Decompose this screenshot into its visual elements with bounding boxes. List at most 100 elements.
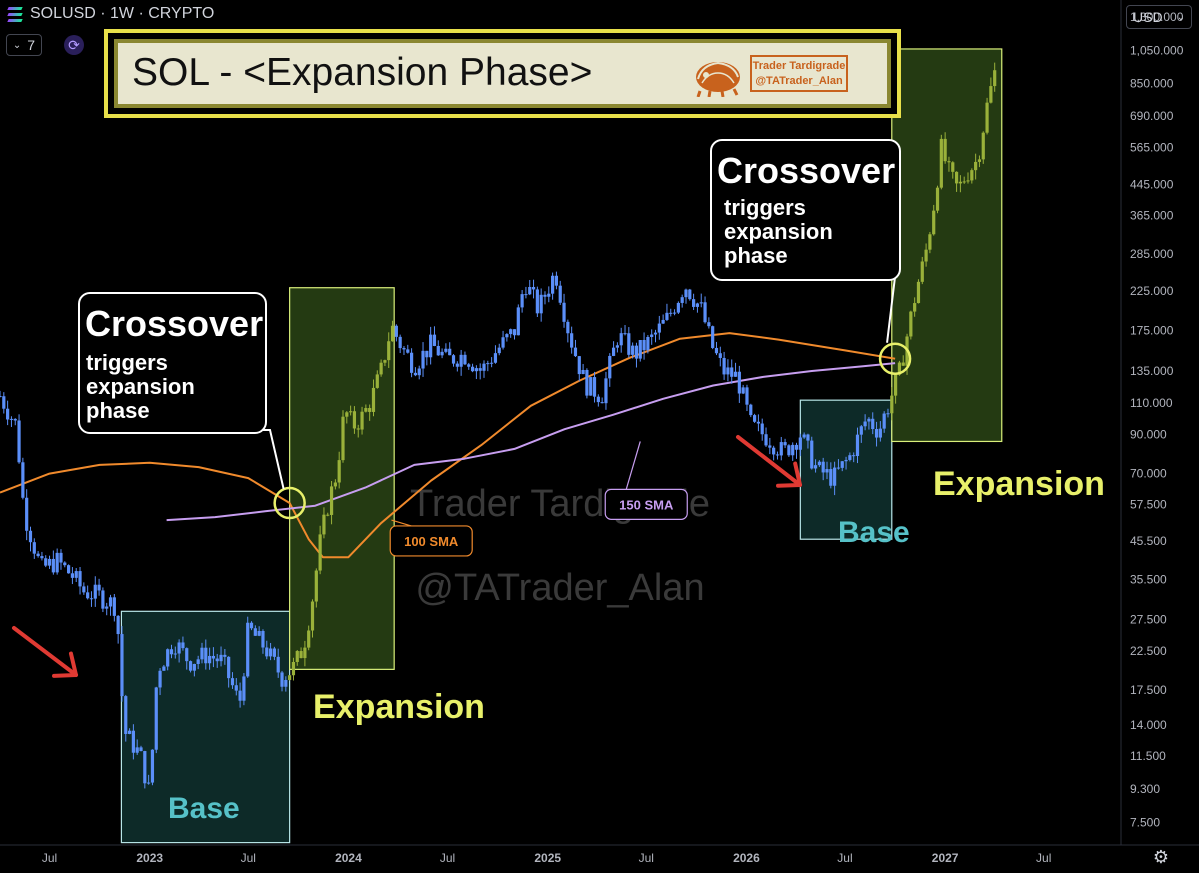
expansion-label-2: Expansion xyxy=(933,465,1105,503)
author-handle: @TATrader_Alan xyxy=(755,75,843,87)
candle-58 xyxy=(219,646,223,667)
candle-201 xyxy=(764,427,768,447)
candle-198 xyxy=(752,413,757,423)
candle-219 xyxy=(833,461,837,496)
candle-222 xyxy=(844,456,848,470)
y-tick-label-14: 57.500 xyxy=(1130,497,1167,511)
candle-51 xyxy=(192,663,196,677)
candle-89 xyxy=(337,451,341,489)
candle-39 xyxy=(147,774,151,785)
candle-68 xyxy=(257,626,261,637)
candle-136 xyxy=(516,304,520,336)
candle-154 xyxy=(585,368,589,399)
candle-229 xyxy=(871,412,875,435)
candle-199 xyxy=(756,414,761,432)
candle-128 xyxy=(486,360,490,372)
candle-170 xyxy=(646,335,650,354)
candle-65 xyxy=(246,616,250,678)
x-tick-label-0: Jul xyxy=(42,851,57,865)
candle-23 xyxy=(86,585,90,600)
sma100-leader xyxy=(391,519,412,527)
candle-220 xyxy=(836,459,841,470)
candle-226 xyxy=(859,425,863,443)
candle-183 xyxy=(695,302,700,313)
y-tick-label-19: 17.500 xyxy=(1130,683,1167,697)
candle-157 xyxy=(596,394,600,407)
candle-85 xyxy=(322,507,326,539)
candle-15 xyxy=(55,548,59,575)
candle-224 xyxy=(852,452,856,463)
symbol-header[interactable]: SOLUSD · 1W · CRYPTO xyxy=(6,5,214,23)
sync-icon[interactable]: ⟳ xyxy=(64,35,84,55)
candle-210 xyxy=(798,433,802,457)
y-tick-label-3: 690.000 xyxy=(1130,109,1174,123)
candle-96 xyxy=(364,404,368,413)
crossover-marker-3 xyxy=(878,342,912,375)
candle-1 xyxy=(2,392,6,414)
candle-162 xyxy=(615,342,619,353)
candle-252 xyxy=(958,175,962,193)
candle-245 xyxy=(932,204,936,236)
candle-178 xyxy=(676,301,680,314)
gear-icon[interactable]: ⚙ xyxy=(1152,847,1170,867)
candle-237 xyxy=(901,355,905,366)
candle-104 xyxy=(394,324,398,342)
annotation-marks-layer: 100 SMA 150 SMA Base Expansion Base Expansion xyxy=(12,276,1105,825)
red-arrow-icon xyxy=(736,435,802,488)
candle-106 xyxy=(402,346,406,355)
candle-212 xyxy=(806,433,810,449)
candle-87 xyxy=(329,480,334,525)
candle-79 xyxy=(299,647,303,659)
candle-257 xyxy=(977,155,982,168)
candle-254 xyxy=(966,172,970,184)
sma-label-text-1: 150 SMA xyxy=(619,497,674,512)
y-tick-label-16: 35.500 xyxy=(1130,573,1167,587)
candle-121 xyxy=(459,349,463,376)
candle-16 xyxy=(59,549,63,570)
red-arrow-icon xyxy=(12,626,78,678)
candle-256 xyxy=(974,153,978,180)
candle-47 xyxy=(177,639,181,663)
candle-194 xyxy=(737,365,741,403)
candle-12 xyxy=(44,555,48,568)
candle-115 xyxy=(436,340,440,356)
watermark-line-2: @TATrader_Alan xyxy=(415,567,704,609)
candle-86 xyxy=(326,512,330,517)
currency-select[interactable]: USD ⌄ xyxy=(1126,5,1192,29)
symbol-label[interactable]: SOLUSD · 1W · CRYPTO xyxy=(30,5,215,22)
candle-54 xyxy=(204,639,208,670)
candle-36 xyxy=(135,739,139,755)
indicator-count-button[interactable]: ⌄ 7 xyxy=(6,34,42,56)
candle-160 xyxy=(608,353,612,387)
candle-60 xyxy=(227,656,231,688)
candle-95 xyxy=(360,406,364,435)
candle-168 xyxy=(638,339,642,362)
x-tick-label-7: 2026 xyxy=(733,851,760,865)
candle-34 xyxy=(127,728,132,735)
candle-7 xyxy=(25,489,29,541)
candle-138 xyxy=(524,286,528,299)
y-tick-label-17: 27.500 xyxy=(1130,613,1167,627)
candle-19 xyxy=(70,567,75,585)
candle-131 xyxy=(497,343,501,356)
x-tick-label-10: Jul xyxy=(1036,851,1051,865)
candle-129 xyxy=(490,357,494,368)
candle-250 xyxy=(951,161,955,179)
callout-2-line-3: phase xyxy=(724,243,788,268)
y-tick-label-12: 90.000 xyxy=(1130,427,1167,441)
candle-28 xyxy=(105,602,109,616)
candle-189 xyxy=(718,346,722,367)
candle-151 xyxy=(573,339,578,357)
price-axis-bg xyxy=(1121,0,1199,845)
candle-228 xyxy=(867,417,871,430)
candle-31 xyxy=(116,615,120,644)
candle-83 xyxy=(314,568,318,608)
callout-2-line-2: expansion xyxy=(724,219,833,244)
candle-137 xyxy=(520,290,524,313)
candle-233 xyxy=(886,408,890,418)
candle-33 xyxy=(124,694,128,742)
candle-43 xyxy=(162,664,166,671)
candle-77 xyxy=(291,657,296,681)
x-tick-label-6: Jul xyxy=(639,851,654,865)
